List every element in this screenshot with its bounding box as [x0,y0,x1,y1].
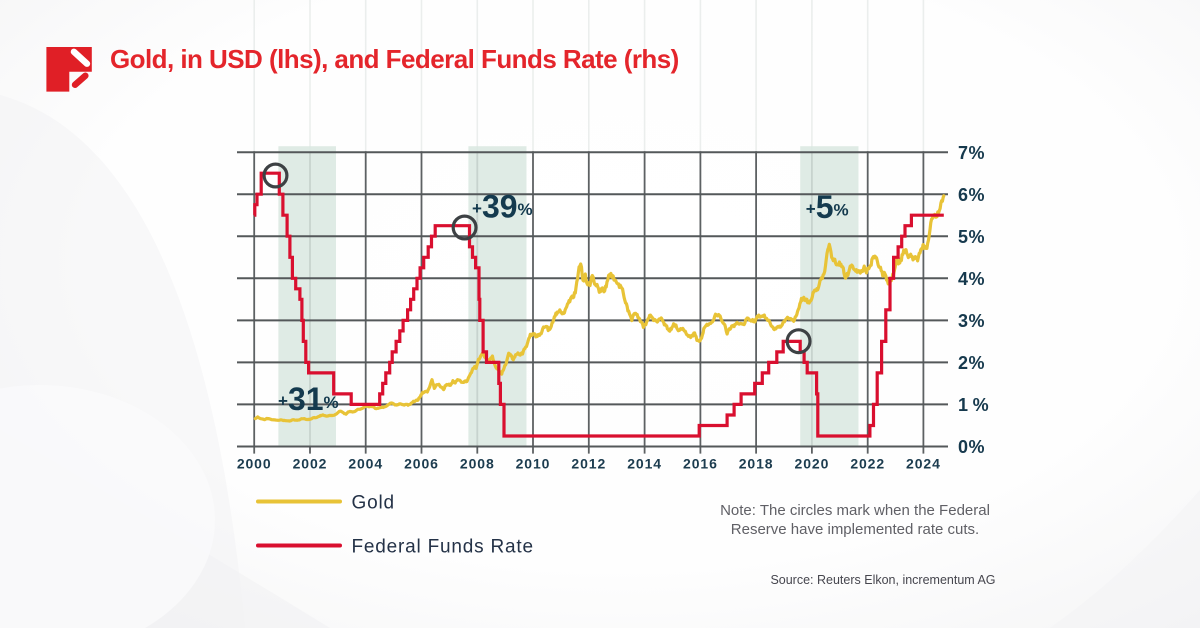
svg-text:2022: 2022 [850,456,885,472]
svg-text:7%: 7% [958,143,985,163]
svg-text:2024: 2024 [906,456,941,472]
svg-text:Reserve have implemented rate: Reserve have implemented rate cuts. [731,521,979,538]
svg-text:0%: 0% [958,437,985,457]
svg-text:2002: 2002 [293,456,328,472]
svg-text:2016: 2016 [683,456,718,472]
svg-text:2004: 2004 [348,456,383,472]
svg-text:Federal Funds Rate: Federal Funds Rate [352,537,534,558]
svg-text:2014: 2014 [627,456,662,472]
svg-text:Gold, in USD (lhs), and Federa: Gold, in USD (lhs), and Federal Funds Ra… [110,44,679,74]
svg-text:2012: 2012 [571,456,606,472]
svg-text:5%: 5% [958,227,985,247]
svg-text:Source: Reuters Elkon, increme: Source: Reuters Elkon, incrementum AG [770,573,995,587]
svg-text:Gold: Gold [352,493,395,514]
svg-text:2006: 2006 [404,456,439,472]
svg-text:2008: 2008 [460,456,495,472]
svg-text:2000: 2000 [237,456,272,472]
svg-text:2020: 2020 [795,456,830,472]
svg-text:6%: 6% [958,185,985,205]
svg-text:2018: 2018 [739,456,774,472]
svg-text:Note: The circles mark when th: Note: The circles mark when the Federal [720,502,990,519]
svg-text:2010: 2010 [516,456,551,472]
svg-text:4%: 4% [958,269,985,289]
svg-text:3%: 3% [958,311,985,331]
svg-text:1 %: 1 % [958,395,989,415]
svg-text:2%: 2% [958,353,985,373]
